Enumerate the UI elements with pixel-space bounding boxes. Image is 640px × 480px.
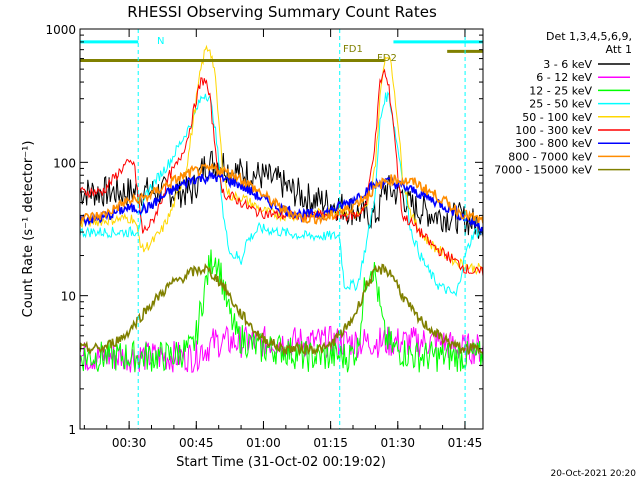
series-line-800-7000-keV (80, 163, 483, 226)
x-tick-label: 01:15 (313, 436, 348, 450)
legend-label: 12 - 25 keV (529, 84, 592, 97)
series-line-50-100-keV (80, 44, 483, 276)
legend-header-line1: Det 1,3,4,5,6,9, (546, 30, 632, 43)
series-line-25-50-keV (80, 91, 483, 297)
chart-title: RHESSI Observing Summary Count Rates (127, 3, 437, 21)
fd2-label: FD2 (377, 53, 397, 64)
legend-header-line2: Att 1 (606, 43, 632, 56)
series-group (80, 44, 483, 373)
legend-label: 6 - 12 keV (536, 71, 592, 84)
series-line-12-25-keV (80, 249, 483, 373)
x-tick-label: 00:30 (112, 436, 147, 450)
y-tick-label: 10 (61, 290, 76, 304)
legend-label: 25 - 50 keV (529, 98, 592, 111)
x-tick-label: 00:45 (179, 436, 214, 450)
series-line-6-12-keV (80, 325, 483, 373)
plot-frame (79, 28, 484, 430)
x-tick-label: 01:30 (380, 436, 415, 450)
timestamp: 20-Oct-2021 20:20 (551, 469, 637, 479)
y-tick-label: 1000 (45, 23, 76, 37)
overlay-group (80, 29, 483, 429)
legend-label: 100 - 300 keV (515, 124, 592, 137)
legend-label: 3 - 6 keV (543, 58, 592, 71)
x-axis-ticks: 00:30 00:45 01:00 01:15 01:30 01:45 (83, 29, 483, 450)
legend-label: 7000 - 15000 keV (494, 164, 592, 177)
x-axis-label: Start Time (31-Oct-02 00:19:02) (176, 455, 386, 470)
y-tick-label: 1 (68, 423, 76, 437)
y-axis-label: Count Rate (s⁻¹ detector⁻¹) (21, 141, 36, 318)
series-line-3-6-keV (80, 150, 483, 239)
legend-label: 50 - 100 keV (522, 111, 592, 124)
fd1-label: FD1 (343, 44, 363, 55)
y-axis-ticks: 1 10 100 1000 (45, 23, 483, 437)
y-tick-label: 100 (53, 156, 76, 170)
x-tick-label: 01:45 (448, 436, 483, 450)
legend-label: 300 - 800 keV (515, 137, 592, 150)
series-line-7000-15000-keV (80, 262, 483, 357)
legend-label: 800 - 7000 keV (508, 150, 592, 163)
series-line-300-800-keV (80, 170, 483, 235)
x-tick-label: 01:00 (246, 436, 281, 450)
night-label: N (157, 36, 164, 47)
